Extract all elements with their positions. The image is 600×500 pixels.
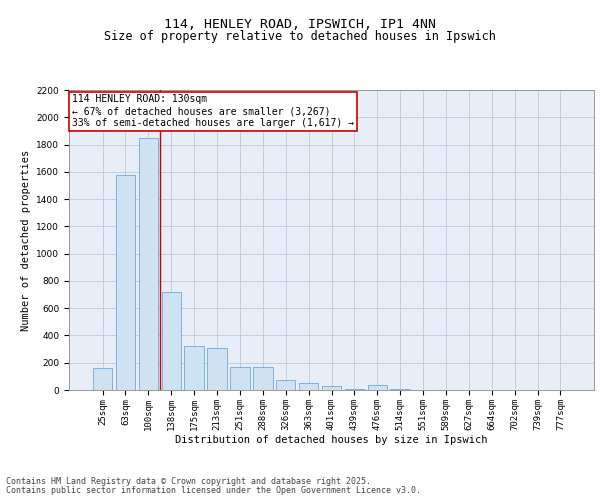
Bar — [344, 388, 364, 390]
Text: Contains HM Land Registry data © Crown copyright and database right 2025.: Contains HM Land Registry data © Crown c… — [6, 477, 371, 486]
Text: 114, HENLEY ROAD, IPSWICH, IP1 4NN: 114, HENLEY ROAD, IPSWICH, IP1 4NN — [164, 18, 436, 30]
Bar — [322, 386, 341, 390]
Text: 114 HENLEY ROAD: 130sqm
← 67% of detached houses are smaller (3,267)
33% of semi: 114 HENLEY ROAD: 130sqm ← 67% of detache… — [71, 94, 353, 128]
Y-axis label: Number of detached properties: Number of detached properties — [21, 150, 31, 330]
Bar — [161, 292, 181, 390]
Bar — [368, 384, 387, 390]
Bar — [276, 380, 295, 390]
Bar — [230, 367, 250, 390]
Bar — [184, 346, 204, 390]
Bar — [253, 367, 272, 390]
Bar — [208, 348, 227, 390]
X-axis label: Distribution of detached houses by size in Ipswich: Distribution of detached houses by size … — [175, 436, 488, 446]
Text: Size of property relative to detached houses in Ipswich: Size of property relative to detached ho… — [104, 30, 496, 43]
Bar — [139, 138, 158, 390]
Bar — [116, 174, 135, 390]
Text: Contains public sector information licensed under the Open Government Licence v3: Contains public sector information licen… — [6, 486, 421, 495]
Bar — [299, 382, 319, 390]
Bar — [93, 368, 112, 390]
